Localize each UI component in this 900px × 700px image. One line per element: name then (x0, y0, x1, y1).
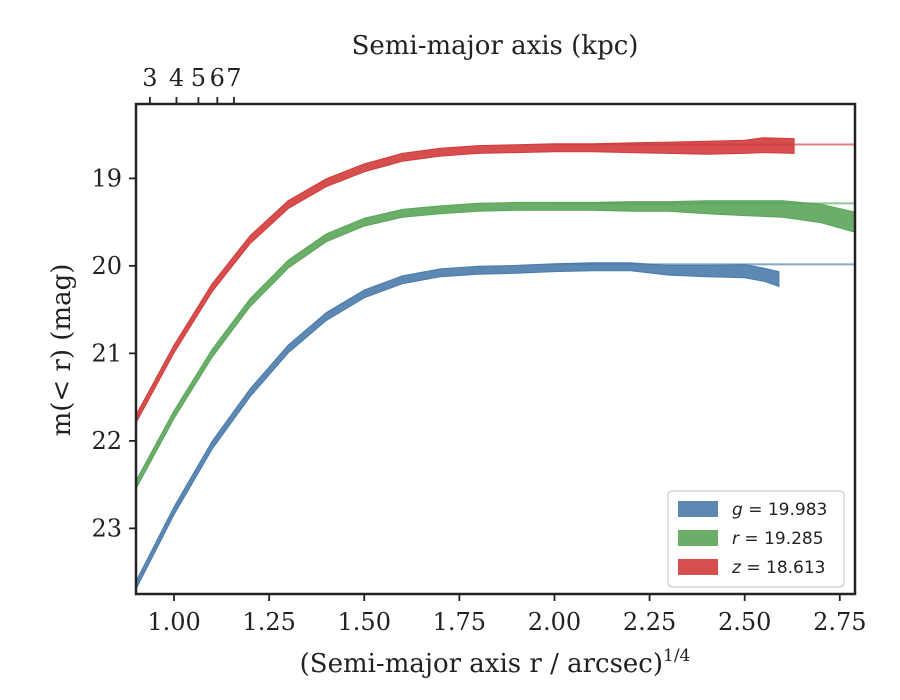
x-tick-label: 1.00 (147, 608, 200, 636)
y-axis-title: m(< r) (mag) (47, 264, 77, 437)
top-x-tick-label: 5 (191, 64, 206, 92)
x-axis-title-text: (Semi-major axis r / arcsec) (300, 649, 663, 679)
top-axis-title: Semi-major axis (kpc) (352, 31, 639, 61)
x-tick-label: 2.50 (718, 608, 771, 636)
y-tick-label: 22 (91, 427, 122, 455)
legend-value: = (741, 558, 766, 578)
x-tick-label: 1.25 (242, 608, 295, 636)
x-tick-label: 1.75 (433, 608, 486, 636)
legend-band: z (731, 558, 742, 578)
x-axis-title: (Semi-major axis r / arcsec)1/4 (300, 646, 691, 679)
legend-band: g (732, 500, 743, 520)
top-x-tick-label: 3 (142, 64, 157, 92)
series-band-z (136, 137, 795, 424)
legend-label-g: g = 19.983 (732, 500, 827, 520)
plot-frame (134, 102, 857, 596)
x-axis-title-exponent: 1/4 (663, 646, 690, 666)
x-tick-label: 2.00 (528, 608, 581, 636)
legend-value-number: 19.285 (764, 529, 823, 549)
y-tick-label: 21 (91, 339, 122, 367)
legend-label-z: z = 18.613 (731, 558, 825, 578)
top-x-tick-label: 6 (210, 64, 225, 92)
x-tick-label: 2.25 (623, 608, 676, 636)
y-tick-label: 20 (91, 252, 122, 280)
bottom-x-axis: 1.00 1.25 1.50 1.75 2.00 2.25 2.50 2.75 (147, 594, 867, 636)
x-tick-label: 2.75 (813, 608, 866, 636)
legend-swatch-z (678, 559, 718, 575)
legend-value-number: 19.983 (768, 500, 827, 520)
legend-value: = (743, 500, 768, 520)
legend-value: = (739, 529, 764, 549)
y-axis: 19 20 21 22 23 (91, 164, 136, 542)
series-layer (136, 137, 855, 590)
legend: g = 19.983 r = 19.285 z = 18.613 (667, 490, 845, 588)
legend-label-r: r = 19.285 (732, 529, 824, 549)
legend-band: r (732, 529, 740, 549)
top-x-tick-label: 7 (226, 64, 241, 92)
top-x-tick-label: 4 (169, 64, 184, 92)
series-band-g (136, 262, 780, 590)
x-tick-label: 1.50 (338, 608, 391, 636)
series-band-r (136, 200, 855, 489)
y-tick-label: 23 (91, 514, 122, 542)
y-tick-label: 19 (91, 164, 122, 192)
legend-swatch-g (678, 501, 718, 517)
legend-swatch-r (678, 530, 718, 546)
legend-value-number: 18.613 (766, 558, 825, 578)
